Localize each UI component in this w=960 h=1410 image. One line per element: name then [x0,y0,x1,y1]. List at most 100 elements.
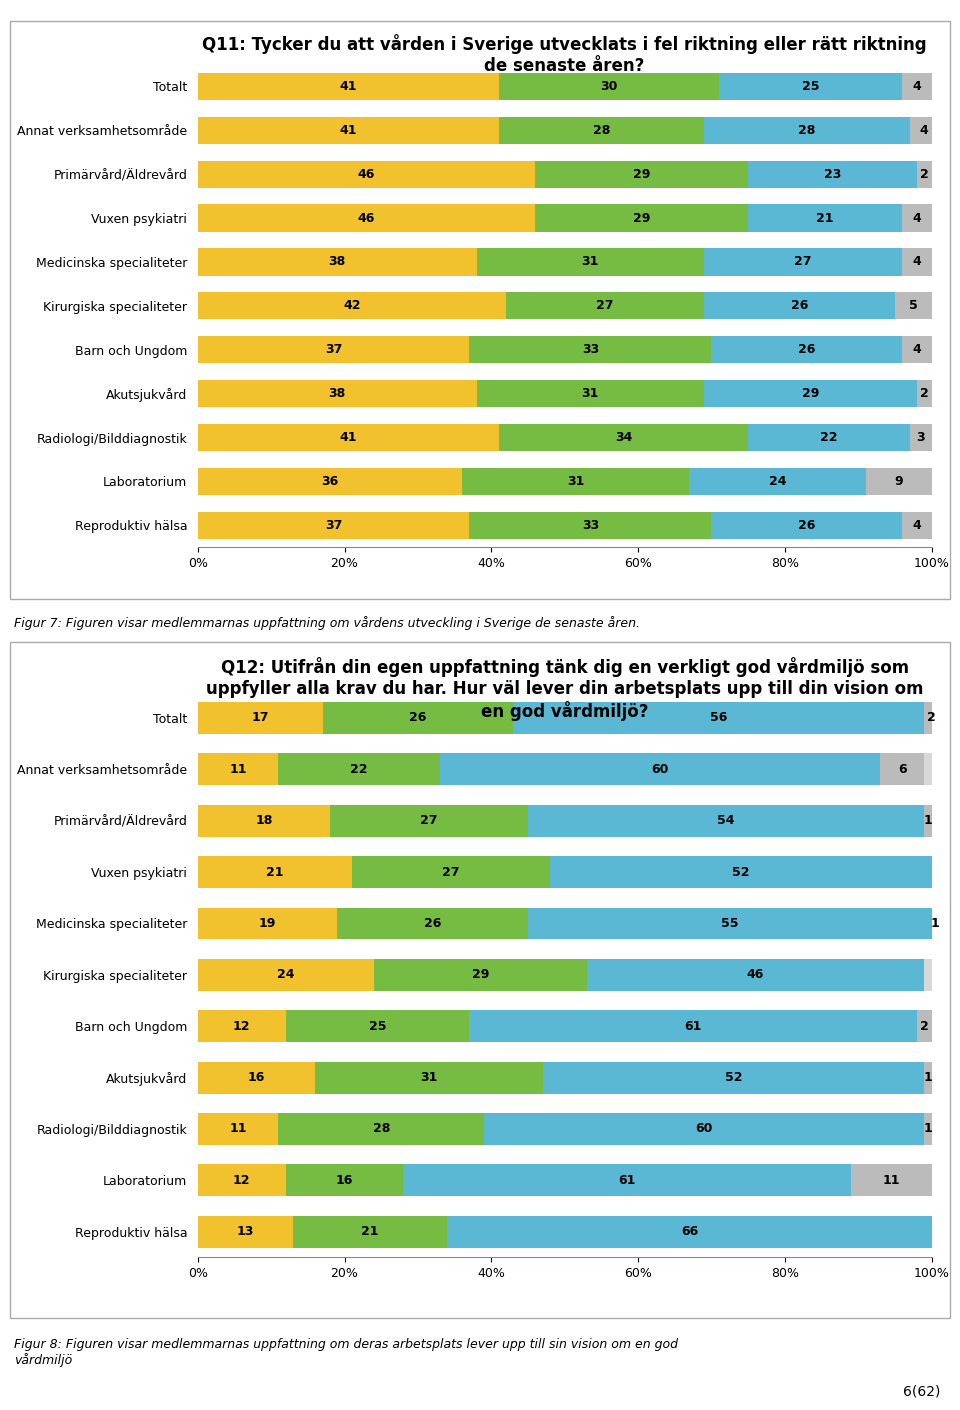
Bar [198,336,469,364]
Bar [198,1062,315,1094]
Bar [498,424,748,451]
Text: 60: 60 [695,1122,712,1135]
Bar [719,73,902,100]
Bar [198,117,931,144]
Text: 6: 6 [898,763,906,776]
Bar [198,1215,293,1248]
Bar [748,424,909,451]
Bar [198,959,931,991]
Bar [198,805,931,836]
Text: 24: 24 [277,969,295,981]
Text: 46: 46 [747,969,764,981]
Bar [198,468,931,495]
Bar [278,1112,484,1145]
Bar [352,856,550,888]
Text: 31: 31 [582,388,599,400]
Bar [198,381,931,407]
Text: 2: 2 [920,168,928,180]
Text: 23: 23 [824,168,841,180]
Bar [198,248,931,275]
Text: 61: 61 [684,1019,702,1032]
Bar [198,805,330,836]
Text: 52: 52 [732,866,750,878]
Text: 36: 36 [322,475,339,488]
Bar [924,702,939,735]
Bar [198,1112,931,1145]
Legend: Fel riktning, Varken eller, Helt rätt riktning, Vet ej: Fel riktning, Varken eller, Helt rätt ri… [315,877,815,902]
Bar [469,1011,917,1042]
Text: 29: 29 [471,969,489,981]
Bar [373,959,587,991]
Text: 11: 11 [882,1175,900,1187]
Text: 4: 4 [913,519,922,532]
Bar [198,424,498,451]
Bar [278,753,440,785]
Bar [198,248,476,275]
Bar [198,512,931,539]
Bar [198,1062,931,1094]
Bar [931,908,939,939]
Text: 61: 61 [618,1175,636,1187]
Bar [498,117,704,144]
Text: 4: 4 [913,343,922,357]
Bar [917,161,931,188]
Bar [198,292,506,320]
Bar [902,336,931,364]
Bar [198,468,462,495]
Bar [917,1011,931,1042]
Bar [587,959,924,991]
Bar [440,753,880,785]
Bar [198,1215,931,1248]
Bar [704,381,917,407]
Bar [198,856,352,888]
Text: 26: 26 [798,343,816,357]
Bar [198,73,498,100]
Bar [337,908,528,939]
Text: 22: 22 [350,763,368,776]
Text: 33: 33 [582,343,599,357]
Bar [198,381,476,407]
Bar [198,204,536,231]
Bar [924,1112,931,1145]
Bar [542,1062,924,1094]
Bar [469,512,711,539]
Text: Q11: Tycker du att vården i Sverige utvecklats i fel riktning eller rätt riktnin: Q11: Tycker du att vården i Sverige utve… [203,34,927,75]
Text: 52: 52 [725,1072,742,1084]
Text: 41: 41 [340,124,357,137]
Text: Q12: Utifrån din egen uppfattning tänk dig en verkligt god vårdmiljö som
uppfyll: Q12: Utifrån din egen uppfattning tänk d… [206,657,924,721]
Bar [198,512,469,539]
Text: 26: 26 [409,712,426,725]
Bar [550,856,931,888]
Bar [909,424,931,451]
Text: 46: 46 [358,212,375,224]
Text: 5: 5 [909,299,918,313]
Text: 60: 60 [652,763,669,776]
Bar [484,1112,924,1145]
Bar [924,805,931,836]
Text: 31: 31 [420,1072,438,1084]
Text: 9: 9 [895,475,902,488]
Text: 33: 33 [582,519,599,532]
Bar [917,381,931,407]
Bar [198,908,337,939]
Bar [880,753,924,785]
Text: 37: 37 [324,343,342,357]
Text: 4: 4 [920,124,928,137]
Bar [476,248,704,275]
Text: 30: 30 [600,80,617,93]
Text: 56: 56 [710,712,728,725]
Text: 27: 27 [420,814,438,828]
Text: 25: 25 [369,1019,386,1032]
Bar [198,73,931,100]
Text: 31: 31 [567,475,585,488]
Bar [536,161,748,188]
Text: 13: 13 [237,1225,254,1238]
Text: 54: 54 [717,814,734,828]
Bar [198,1165,931,1196]
Bar [198,702,931,735]
Bar [198,161,536,188]
Text: 27: 27 [596,299,613,313]
Bar [198,1165,286,1196]
Bar [514,702,924,735]
Text: 26: 26 [424,916,442,931]
